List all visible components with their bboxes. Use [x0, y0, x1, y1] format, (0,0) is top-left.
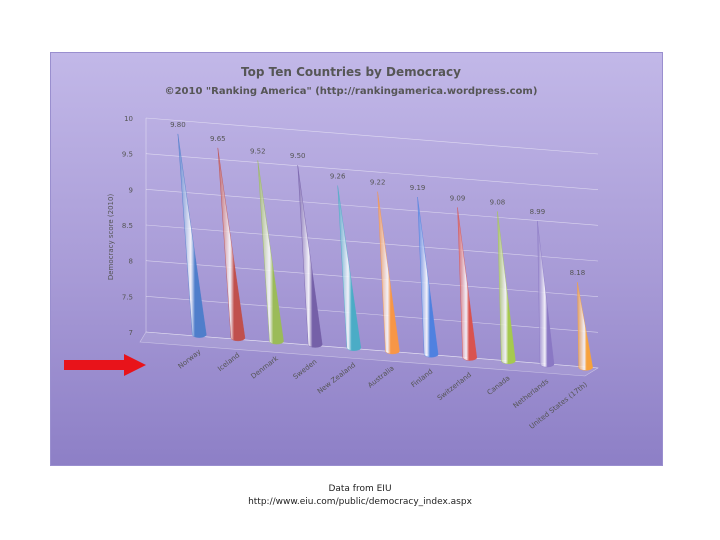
category-label: Iceland [216, 351, 241, 373]
category-label: Norway [177, 348, 203, 371]
category-label: Netherlands [512, 377, 551, 410]
category-label: Switzerland [436, 371, 473, 402]
bar-united-states-17th- [577, 282, 593, 371]
category-label: Australia [366, 364, 395, 389]
source-line: Data from EIU [328, 484, 392, 494]
red-arrow-icon [64, 354, 146, 376]
category-label: Sweden [292, 358, 319, 381]
y-axis-ticks: 7 7.5 8 8.5 9 9.5 10 [122, 115, 133, 337]
bars [177, 133, 593, 371]
y-tick-label: 9 [129, 186, 133, 194]
gridline [145, 260, 599, 297]
gridline [145, 296, 599, 333]
data-label: 9.19 [410, 184, 426, 192]
arrow-head [124, 354, 146, 376]
data-label: 9.08 [490, 198, 506, 206]
bar-australia [377, 191, 400, 355]
data-label: 8.99 [530, 208, 546, 216]
data-labels: 9.80 9.65 9.52 9.50 9.26 9.22 9.19 9.09 9.08 8.99… [170, 121, 585, 277]
data-label: 9.52 [250, 147, 266, 155]
democracy-chart: Top Ten Countries by Democracy ©2010 "Ra… [107, 65, 599, 431]
y-tick-label: 10 [124, 115, 133, 123]
y-tick-label: 9.5 [122, 151, 133, 159]
gridline [145, 153, 599, 190]
floor [139, 331, 599, 377]
source-footer: Data from EIU http://www.eiu.com/public/… [0, 483, 720, 509]
arrow-shaft [64, 360, 128, 370]
chart-title: Top Ten Countries by Democracy [241, 65, 461, 79]
bar-norway [177, 133, 207, 338]
bar-sweden [297, 165, 323, 348]
bar-finland [417, 197, 439, 358]
bar-new-zealand [337, 185, 362, 351]
data-label: 9.65 [210, 135, 226, 143]
data-label: 9.22 [370, 179, 386, 187]
bar-switzerland [457, 207, 477, 361]
data-label: 9.50 [290, 152, 306, 160]
data-label: 9.80 [170, 121, 186, 129]
data-label: 9.09 [450, 194, 466, 202]
chart-panel: Top Ten Countries by Democracy ©2010 "Ra… [50, 52, 663, 466]
gridlines [139, 117, 599, 377]
bar-denmark [257, 160, 284, 345]
gridline [145, 224, 599, 262]
y-tick-label: 8.5 [122, 222, 133, 230]
category-label: Denmark [250, 354, 281, 381]
category-label: Canada [486, 374, 512, 397]
y-tick-label: 7 [129, 329, 133, 337]
gridline [145, 117, 599, 155]
category-label: Finland [410, 368, 435, 390]
y-tick-label: 7.5 [122, 293, 133, 301]
bar-canada [497, 211, 516, 365]
chart-subtitle: ©2010 "Ranking America" (http://rankinga… [165, 86, 538, 97]
y-tick-label: 8 [129, 258, 133, 266]
category-label: New Zealand [316, 361, 357, 396]
data-label: 9.26 [330, 173, 346, 181]
y-axis-label: Democracy score (2010) [107, 194, 115, 281]
gridline [145, 331, 599, 369]
bar-iceland [217, 147, 246, 342]
source-url: http://www.eiu.com/public/democracy_inde… [248, 497, 472, 507]
data-label: 8.18 [570, 269, 586, 277]
bar-netherlands [537, 221, 555, 368]
